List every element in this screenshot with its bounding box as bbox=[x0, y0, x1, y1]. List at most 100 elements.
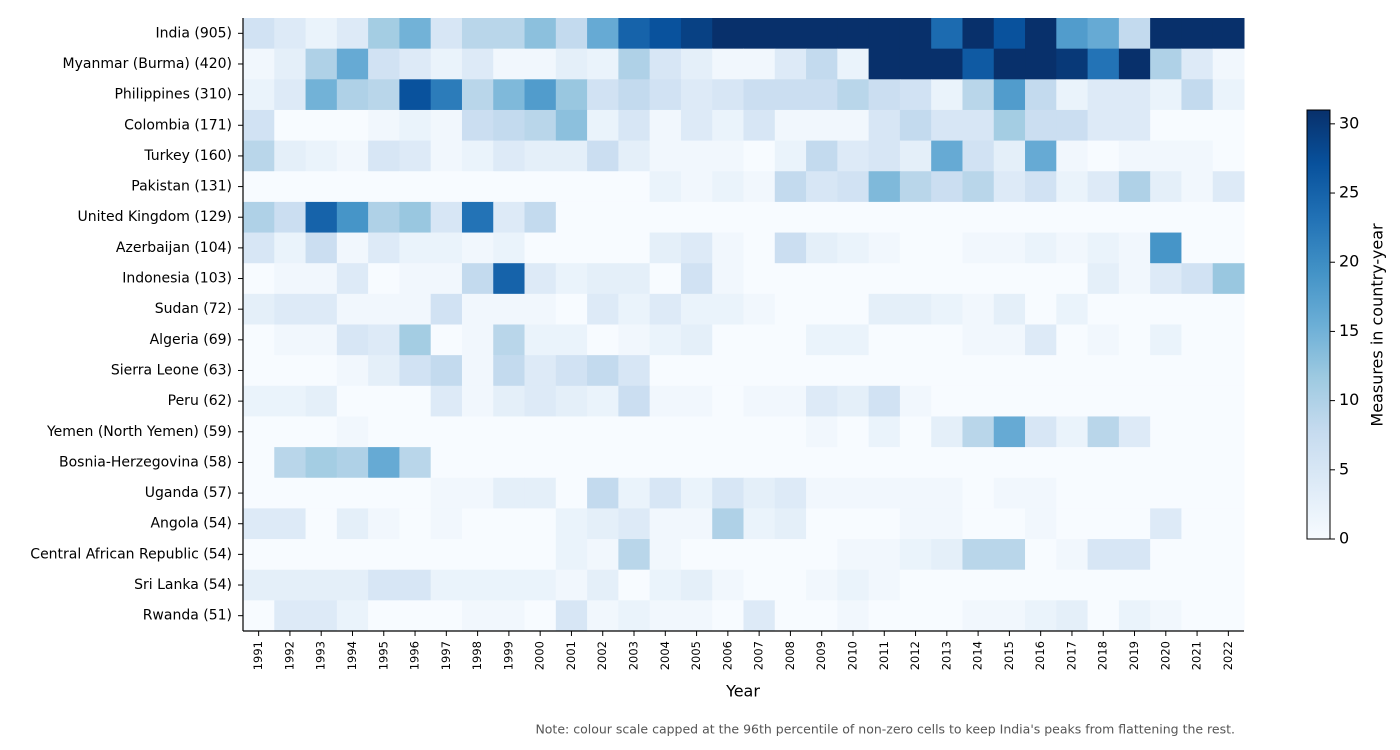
cell bbox=[931, 201, 963, 234]
cell bbox=[1212, 600, 1245, 632]
cell bbox=[243, 477, 275, 509]
cell bbox=[555, 79, 588, 111]
cell bbox=[555, 293, 588, 325]
cell bbox=[868, 18, 901, 50]
colorbar-tick-label: 20 bbox=[1339, 252, 1359, 271]
cell bbox=[680, 140, 713, 172]
cell bbox=[618, 293, 651, 325]
cell bbox=[1025, 79, 1057, 111]
cell bbox=[774, 48, 807, 80]
cell bbox=[1087, 539, 1120, 571]
cell bbox=[1118, 600, 1151, 632]
cell bbox=[774, 18, 807, 50]
cell bbox=[1025, 600, 1057, 632]
cell bbox=[837, 263, 870, 295]
cell bbox=[993, 293, 1026, 325]
x-tick-label: 2006 bbox=[720, 641, 734, 670]
cell bbox=[1150, 508, 1182, 540]
cell bbox=[368, 18, 400, 50]
cell bbox=[774, 109, 807, 142]
cell bbox=[1181, 109, 1214, 142]
cell bbox=[649, 508, 682, 540]
cell bbox=[712, 508, 744, 540]
x-axis-label: Year bbox=[725, 682, 760, 701]
row-label: Myanmar (Burma) (420) bbox=[63, 56, 232, 72]
cell bbox=[743, 232, 776, 264]
cell bbox=[1025, 416, 1057, 448]
cell bbox=[1025, 18, 1057, 50]
colorbar-tick-label: 0 bbox=[1339, 529, 1349, 548]
cell bbox=[649, 324, 682, 356]
cell bbox=[993, 385, 1026, 417]
cell bbox=[806, 18, 838, 50]
cell bbox=[305, 539, 338, 571]
cell bbox=[243, 416, 275, 448]
cell bbox=[993, 171, 1026, 203]
cell bbox=[806, 48, 838, 80]
cell bbox=[899, 324, 932, 356]
row-label: Colombia (171) bbox=[124, 117, 232, 133]
cell bbox=[461, 447, 494, 479]
cell bbox=[1150, 416, 1182, 448]
cell bbox=[837, 18, 870, 50]
cell bbox=[774, 416, 807, 448]
cell bbox=[899, 569, 932, 601]
cell bbox=[1181, 569, 1214, 601]
cell bbox=[962, 355, 995, 387]
cell bbox=[649, 293, 682, 325]
cell bbox=[274, 140, 307, 172]
cell bbox=[774, 232, 807, 264]
cell bbox=[962, 171, 995, 203]
x-tick-label: 1994 bbox=[345, 641, 359, 670]
cell bbox=[524, 324, 557, 356]
cell bbox=[399, 171, 432, 203]
cell bbox=[868, 508, 901, 540]
cell bbox=[461, 508, 494, 540]
cell bbox=[1025, 539, 1057, 571]
cell bbox=[243, 447, 275, 479]
cell bbox=[430, 48, 463, 80]
cell bbox=[587, 18, 619, 50]
cell bbox=[806, 600, 838, 632]
cell bbox=[712, 600, 744, 632]
x-tick-label: 1999 bbox=[501, 641, 515, 670]
cell bbox=[493, 385, 526, 417]
cell bbox=[587, 447, 619, 479]
cell bbox=[931, 232, 963, 264]
cell bbox=[743, 18, 776, 50]
cell bbox=[430, 447, 463, 479]
cell bbox=[649, 477, 682, 509]
cell bbox=[274, 79, 307, 111]
cell bbox=[931, 416, 963, 448]
cell bbox=[962, 293, 995, 325]
cell bbox=[274, 109, 307, 142]
cell bbox=[243, 48, 275, 80]
cell bbox=[368, 232, 400, 264]
cell bbox=[806, 569, 838, 601]
cell bbox=[1087, 109, 1120, 142]
cell bbox=[868, 201, 901, 234]
cell bbox=[680, 48, 713, 80]
cell bbox=[931, 539, 963, 571]
cell bbox=[274, 293, 307, 325]
cell bbox=[774, 508, 807, 540]
cell bbox=[1181, 508, 1214, 540]
cell bbox=[743, 447, 776, 479]
cell bbox=[868, 109, 901, 142]
cell bbox=[1118, 324, 1151, 356]
cell bbox=[524, 232, 557, 264]
cell bbox=[524, 416, 557, 448]
cell bbox=[305, 385, 338, 417]
cell bbox=[712, 171, 744, 203]
cell bbox=[1181, 355, 1214, 387]
cell bbox=[555, 263, 588, 295]
cell bbox=[274, 385, 307, 417]
cell bbox=[336, 48, 369, 80]
colorbar-tick-label: 15 bbox=[1339, 321, 1359, 340]
cell bbox=[649, 385, 682, 417]
cell bbox=[1118, 569, 1151, 601]
cell bbox=[931, 355, 963, 387]
cell bbox=[493, 416, 526, 448]
cell bbox=[1118, 232, 1151, 264]
cell bbox=[649, 171, 682, 203]
